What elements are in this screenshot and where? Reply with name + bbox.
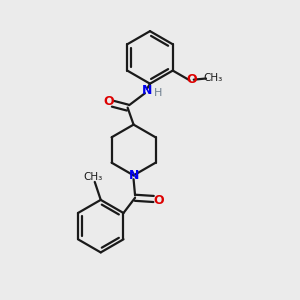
Text: CH₃: CH₃ bbox=[84, 172, 103, 182]
Text: N: N bbox=[142, 84, 152, 97]
Text: O: O bbox=[103, 94, 114, 107]
Text: O: O bbox=[186, 73, 197, 85]
Text: CH₃: CH₃ bbox=[203, 73, 222, 83]
Text: O: O bbox=[153, 194, 164, 207]
Text: H: H bbox=[154, 88, 163, 98]
Text: N: N bbox=[128, 169, 139, 182]
